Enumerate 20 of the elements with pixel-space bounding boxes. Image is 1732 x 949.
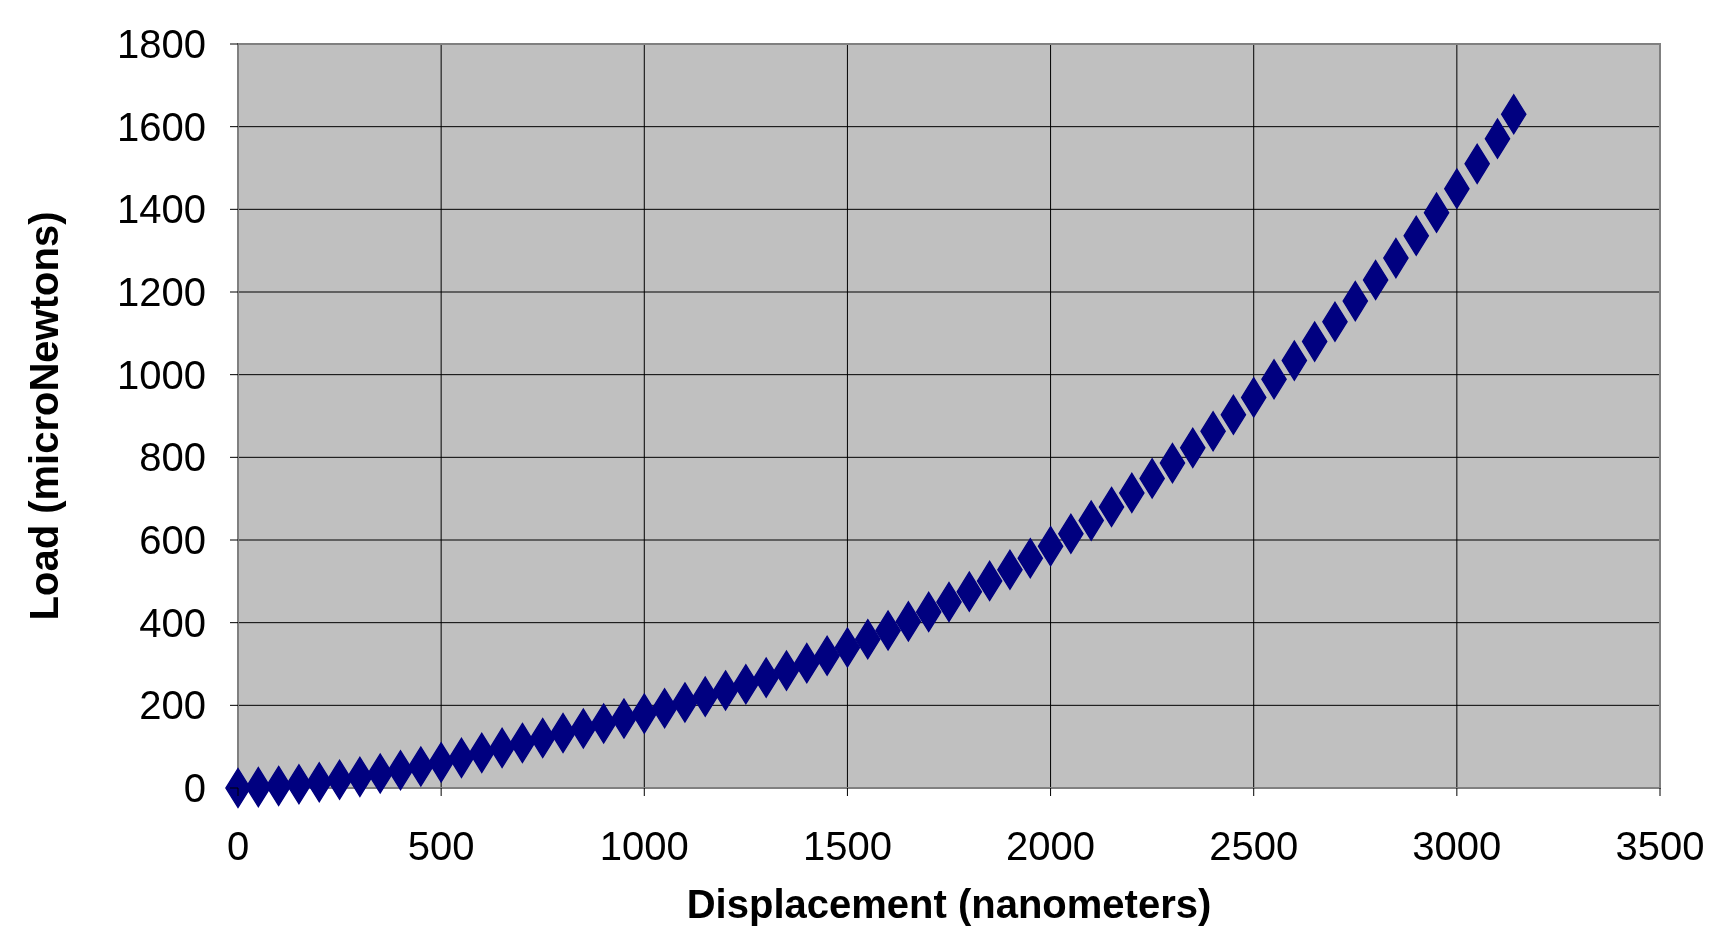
x-tick-label: 3000: [1412, 824, 1502, 868]
y-tick-label: 800: [139, 435, 206, 480]
y-tick-label: 1800: [117, 22, 206, 66]
y-tick-label: 1600: [117, 104, 206, 149]
x-tick-label: 1000: [599, 824, 689, 868]
x-tick-label: 1500: [802, 824, 892, 868]
y-tick-label: 1400: [117, 187, 206, 232]
x-tick-label: 2000: [1006, 824, 1096, 868]
x-tick-label: 500: [407, 824, 475, 868]
x-axis-title: Displacement (nanometers): [686, 882, 1212, 926]
y-tick-label: 1200: [117, 270, 206, 314]
y-tick-label: 0: [183, 766, 206, 810]
y-tick-label: 400: [139, 600, 206, 645]
x-tick-label: 3500: [1615, 824, 1705, 868]
y-tick-label: 200: [139, 683, 206, 728]
x-tick-label: 0: [226, 824, 250, 868]
y-tick-label: 1000: [117, 352, 206, 397]
y-tick-label: 600: [139, 518, 206, 562]
x-tick-label: 2500: [1209, 824, 1299, 868]
y-axis-title: Load (microNewtons): [22, 211, 66, 621]
